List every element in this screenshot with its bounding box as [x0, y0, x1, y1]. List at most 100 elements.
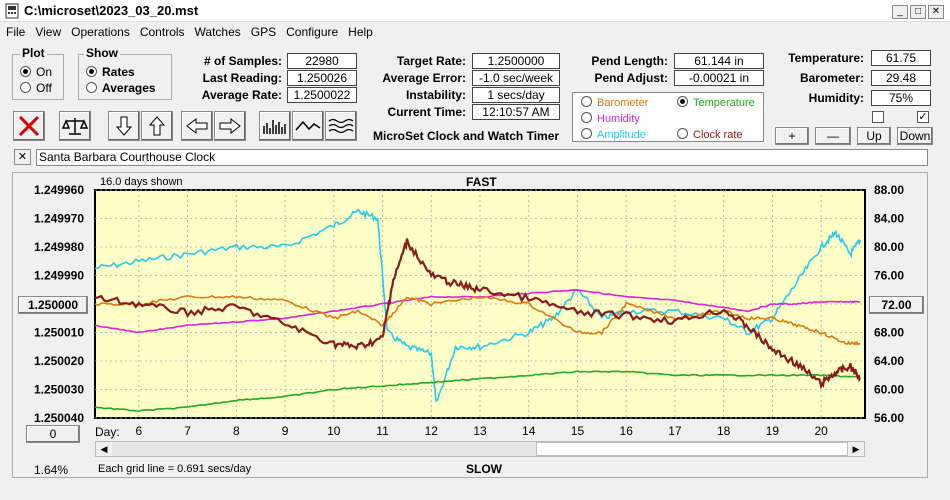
radio-selected-icon — [677, 96, 688, 107]
y-tick-label-right: 76.00 — [874, 269, 904, 283]
last-reading-label: Last Reading: — [202, 71, 282, 85]
average-error-value: -1.0 sec/week — [472, 70, 560, 86]
checkbox-left[interactable] — [872, 111, 884, 123]
pend-adjust-label: Pend Adjust: — [594, 71, 668, 85]
scroll-left-button[interactable]: ◀ — [96, 442, 112, 456]
x-tick-label: 16 — [620, 424, 634, 438]
radio-icon — [20, 82, 31, 93]
maximize-button[interactable]: □ — [910, 5, 926, 19]
sensor-amplitude-label: Amplitude — [597, 129, 646, 141]
app-title-label: MicroSet Clock and Watch Timer — [373, 129, 560, 143]
x-tick-label: 17 — [668, 424, 682, 438]
menu-configure[interactable]: Configure — [286, 25, 339, 39]
radio-icon — [581, 112, 592, 123]
menu-view[interactable]: View — [35, 25, 62, 39]
x-tick-label: 19 — [766, 424, 780, 438]
y-tick-label-left: 1.250030 — [34, 383, 84, 397]
sensor-barometer-radio[interactable]: Barometer — [581, 96, 648, 109]
arrow-left-button[interactable] — [181, 111, 213, 141]
arrow-up-button[interactable] — [141, 111, 173, 141]
x-tick-label: 18 — [717, 424, 731, 438]
average-error-label: Average Error: — [382, 71, 466, 85]
scroll-thumb[interactable] — [536, 442, 848, 456]
fast-label: FAST — [466, 175, 497, 189]
x-tick-label: 10 — [327, 424, 341, 438]
scale-minus-button[interactable]: — — [815, 127, 851, 145]
scale-plus-button[interactable]: + — [775, 127, 809, 145]
bar-chart-icon — [263, 120, 286, 134]
sensor-humidity-label: Humidity — [597, 113, 640, 125]
series-line-humidity — [94, 288, 861, 334]
show-averages-radio[interactable]: Averages — [86, 81, 156, 95]
menu-gps[interactable]: GPS — [250, 25, 277, 39]
menu-help[interactable]: Help — [348, 25, 373, 39]
show-rates-label: Rates — [102, 65, 135, 79]
barometer-value: 29.48 — [871, 70, 931, 86]
checkbox-right[interactable]: ✓ — [917, 111, 929, 123]
arrow-right-button[interactable] — [214, 111, 246, 141]
show-rates-radio[interactable]: Rates — [86, 65, 135, 79]
y-tick-label-left: 1.249960 — [34, 183, 84, 197]
plot-off-radio[interactable]: Off — [20, 81, 52, 95]
sensor-clockrate-radio[interactable]: Clock rate — [677, 128, 743, 141]
humidity-label: Humidity: — [808, 91, 864, 105]
day-axis-label: Day: — [95, 425, 120, 439]
x-tick-label: 11 — [376, 424, 389, 438]
arrow-up-icon — [149, 116, 165, 136]
horizontal-scrollbar[interactable]: ◀ ▶ — [95, 441, 865, 457]
y-tick-label-left: 1.250020 — [34, 354, 84, 368]
scale-up-button[interactable]: Up — [857, 127, 891, 145]
x-tick-label: 14 — [522, 424, 536, 438]
radio-icon — [581, 128, 592, 139]
clock-name-input[interactable]: Santa Barbara Courthouse Clock — [36, 149, 928, 166]
y-tick-label-right: 60.00 — [874, 383, 904, 397]
target-rate-label: Target Rate: — [396, 54, 466, 68]
balance-scale-icon — [62, 118, 88, 135]
clear-button[interactable] — [13, 111, 45, 141]
menu-file[interactable]: File — [6, 25, 26, 39]
scale-down-button[interactable]: Down — [897, 127, 933, 145]
pend-length-value: 61.144 in — [674, 53, 764, 69]
radio-icon — [581, 96, 592, 107]
wave-view-button[interactable] — [325, 111, 357, 141]
right-axis-labels: 88.00 84.00 80.00 76.00 68.00 64.00 60.00 56.00 — [874, 183, 904, 425]
instability-value: 1 secs/day — [472, 87, 560, 103]
arrow-down-button[interactable] — [108, 111, 140, 141]
left-axis-labels: 1.249960 1.249970 1.249980 1.249990 1.250010… — [34, 183, 84, 425]
zero-button[interactable]: 0 — [26, 425, 80, 443]
app-icon — [5, 3, 19, 19]
sensor-temperature-radio[interactable]: Temperature — [677, 96, 755, 109]
sensor-amplitude-radio[interactable]: Amplitude — [581, 128, 646, 141]
red-x-icon — [18, 115, 40, 137]
radio-icon — [677, 128, 688, 139]
arrow-right-icon — [219, 118, 241, 134]
scroll-right-button[interactable]: ▶ — [848, 442, 864, 456]
y-tick-label-right: 84.00 — [874, 212, 904, 226]
target-rate-value: 1.2500000 — [472, 53, 560, 69]
minimize-button[interactable]: _ — [892, 5, 908, 19]
title-bar: C:\microset\2023_03_20.mst _ □ ✕ — [0, 0, 950, 22]
right-center-value-button[interactable]: 72.00 — [869, 296, 924, 314]
x-axis-labels: 6 7 8 9 10 11 12 13 14 15 16 17 18 19 20 — [136, 424, 829, 438]
menu-operations[interactable]: Operations — [71, 25, 130, 39]
line-view-button[interactable] — [292, 111, 324, 141]
show-averages-label: Averages — [102, 81, 156, 95]
balance-button[interactable] — [59, 111, 91, 141]
samples-label: # of Samples: — [203, 54, 282, 68]
menu-watches[interactable]: Watches — [194, 25, 241, 39]
samples-value: 22980 — [287, 53, 357, 69]
bar-view-button[interactable] — [259, 111, 291, 141]
plot-on-radio[interactable]: On — [20, 65, 52, 79]
y-tick-label-right: 64.00 — [874, 354, 904, 368]
instability-label: Instability: — [405, 88, 466, 102]
menu-controls[interactable]: Controls — [139, 25, 185, 39]
clear-name-button[interactable]: ✕ — [14, 149, 31, 165]
center-value-button[interactable]: 1.250000 — [18, 296, 88, 314]
y-tick-label-left: 1.249990 — [34, 269, 84, 283]
sensor-humidity-radio[interactable]: Humidity — [581, 112, 640, 125]
temperature-label: Temperature: — [788, 51, 864, 65]
close-window-button[interactable]: ✕ — [928, 5, 944, 19]
series-line-barometer — [94, 294, 861, 347]
y-tick-label-right: 80.00 — [874, 240, 904, 254]
